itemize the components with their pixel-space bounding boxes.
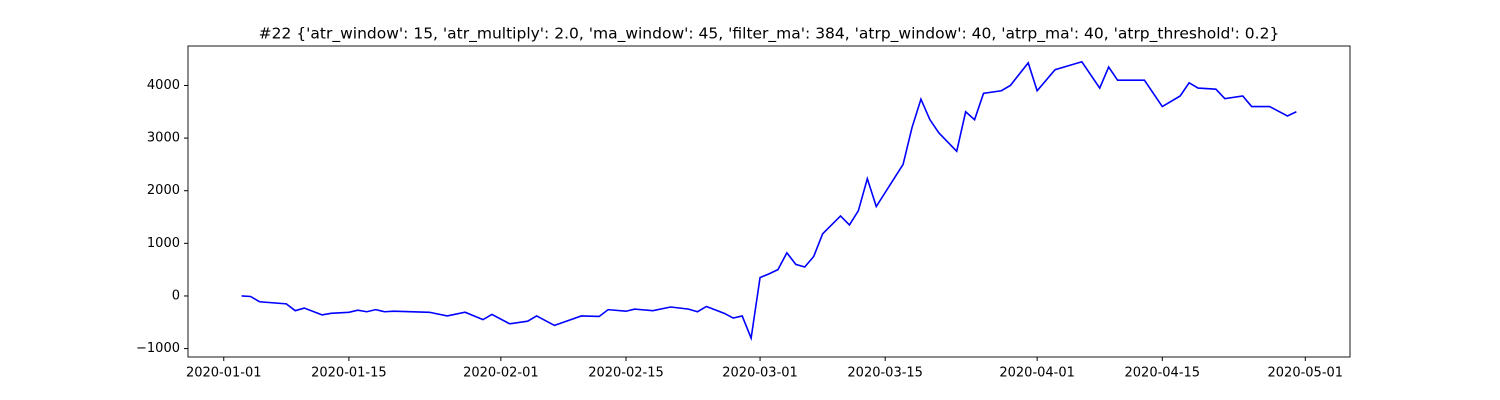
x-tick-label: 2020-04-01 (999, 366, 1075, 381)
y-tick-label: −1000 (136, 341, 180, 356)
x-tick-label: 2020-05-01 (1268, 366, 1344, 381)
y-tick-label: 1000 (147, 236, 180, 251)
y-tick-label: 2000 (147, 183, 180, 198)
x-tick-label: 2020-03-01 (722, 366, 798, 381)
data-line (241, 60, 1297, 342)
chart-title: #22 {'atr_window': 15, 'atr_multiply': 2… (259, 25, 1280, 44)
x-tick-label: 2020-03-15 (847, 366, 923, 381)
x-tick-label: 2020-02-01 (463, 366, 539, 381)
y-tick-label: 4000 (147, 78, 180, 93)
x-tick-label: 2020-01-01 (186, 366, 262, 381)
x-tick-label: 2020-02-15 (588, 366, 664, 381)
x-tick-label: 2020-04-15 (1125, 366, 1201, 381)
y-tick-label: 0 (172, 288, 180, 303)
y-tick-label: 3000 (147, 131, 180, 146)
plot-frame (187, 45, 1351, 358)
x-tick-label: 2020-01-15 (311, 366, 387, 381)
